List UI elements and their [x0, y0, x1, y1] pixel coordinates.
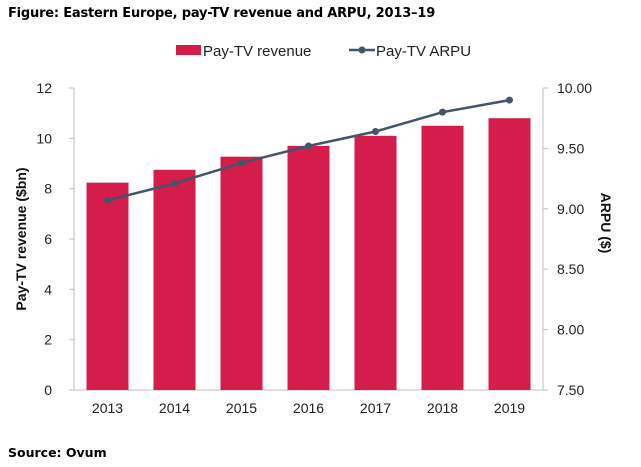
legend-swatch-revenue — [176, 45, 201, 55]
y-tick-label: 2 — [44, 332, 52, 348]
arpu-point — [238, 159, 245, 167]
source-note: Source: Ovum — [8, 445, 107, 460]
figure-title: Figure: Eastern Europe, pay-TV revenue a… — [8, 6, 436, 21]
arpu-point — [439, 108, 446, 116]
x-tick-label: 2019 — [494, 400, 525, 416]
legend-label-arpu: Pay-TV ARPU — [376, 43, 471, 60]
y2-tick-label: 7.50 — [557, 382, 584, 398]
y-axis-title: Pay-TV revenue ($bn) — [13, 167, 29, 310]
y2-tick-label: 8.00 — [557, 322, 584, 338]
x-tick-label: 2013 — [92, 400, 123, 416]
bar — [421, 125, 464, 390]
bar — [488, 118, 531, 390]
legend-swatch-arpu-marker — [358, 46, 366, 54]
y2-tick-label: 9.50 — [557, 140, 584, 156]
y-tick-label: 12 — [36, 80, 52, 96]
legend-label-revenue: Pay-TV revenue — [203, 43, 311, 60]
y-tick-label: 8 — [44, 181, 52, 197]
x-tick-label: 2015 — [226, 400, 257, 416]
combo-chart: Pay-TV revenue Pay-TV ARPU 0 2 4 6 8 10 12 7.50 8… — [13, 43, 614, 416]
line-series — [104, 96, 513, 204]
y2-axis-title: ARPU ($) — [598, 193, 614, 254]
bar — [287, 145, 330, 390]
arpu-point — [305, 142, 312, 150]
arpu-point — [104, 196, 111, 204]
y-tick-label: 4 — [44, 281, 52, 297]
y2-tick-label: 10.00 — [557, 80, 592, 96]
bar — [153, 169, 196, 390]
legend: Pay-TV revenue Pay-TV ARPU — [176, 43, 471, 60]
bar — [86, 182, 129, 390]
y2-tick-label: 9.00 — [557, 201, 584, 217]
bar-series — [86, 118, 531, 390]
x-tick-label: 2016 — [293, 400, 324, 416]
x-tick-label: 2017 — [360, 400, 391, 416]
y-tick-label: 0 — [44, 382, 52, 398]
arpu-point — [506, 96, 513, 104]
y-tick-label: 10 — [36, 130, 52, 146]
bar — [220, 156, 263, 390]
arpu-point — [372, 127, 379, 135]
x-tick-label: 2018 — [427, 400, 458, 416]
bar — [354, 135, 397, 390]
arpu-point — [171, 179, 178, 187]
x-tick-label: 2014 — [159, 400, 190, 416]
y2-tick-label: 8.50 — [557, 261, 584, 277]
y-tick-label: 6 — [44, 231, 52, 247]
